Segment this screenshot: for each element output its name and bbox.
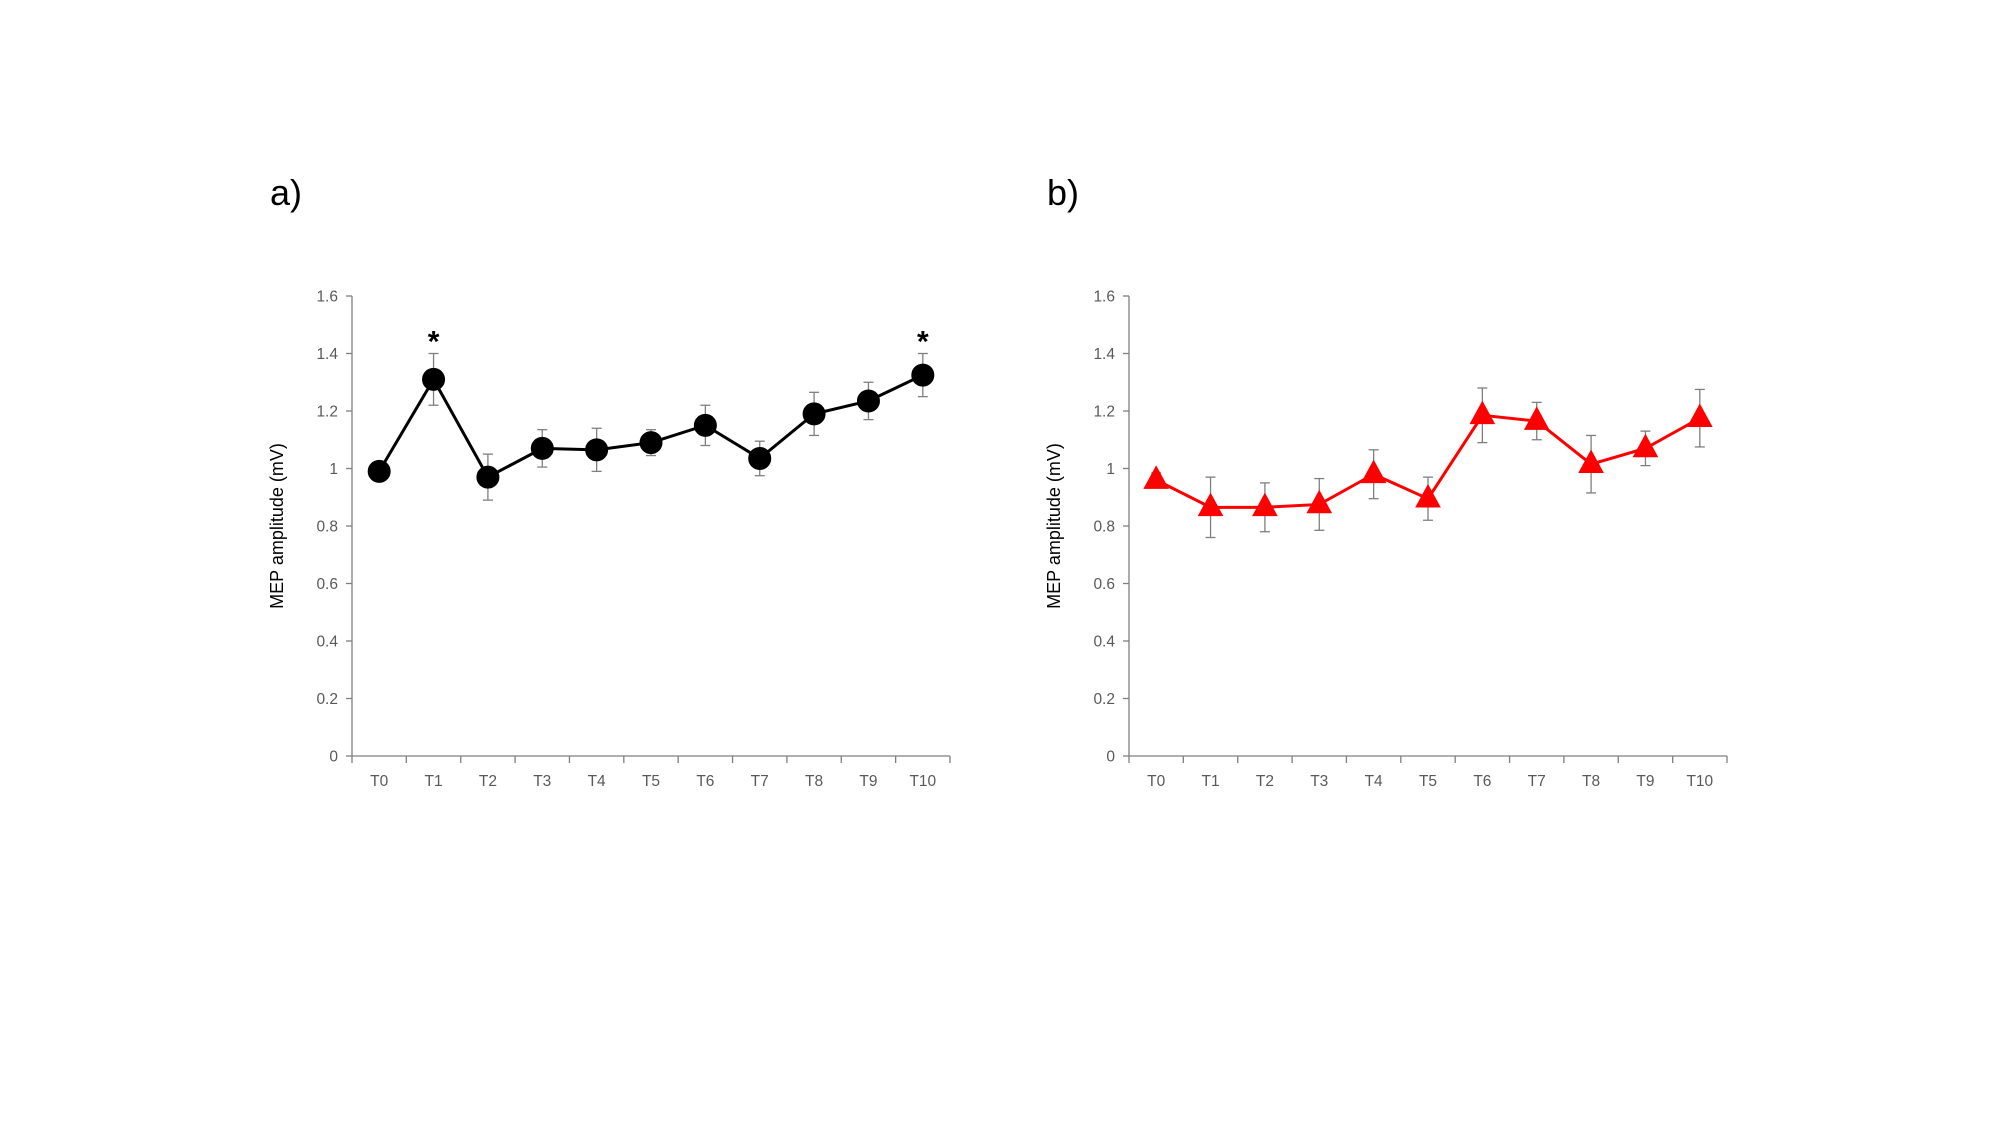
- x-tick-label: T10: [1686, 773, 1713, 790]
- y-tick-label: 0: [329, 749, 338, 766]
- y-tick-label: 1.6: [316, 289, 338, 306]
- x-tick-label: T4: [1365, 773, 1383, 790]
- data-point: [585, 438, 609, 462]
- x-tick-label: T3: [1310, 773, 1328, 790]
- data-point: [1306, 489, 1333, 514]
- data-point: [476, 465, 500, 489]
- x-tick-label: T2: [479, 773, 497, 790]
- x-tick-label: T0: [370, 773, 388, 790]
- y-tick-label: 1: [329, 461, 338, 478]
- data-point: [1469, 400, 1496, 425]
- y-tick-label: 0.6: [1093, 576, 1115, 593]
- data-point: [1578, 449, 1604, 474]
- x-tick-label: T10: [909, 773, 936, 790]
- y-tick-label: 1.4: [316, 346, 338, 363]
- data-point: [1632, 433, 1659, 458]
- data-point: [748, 446, 772, 470]
- data-point: [856, 389, 880, 413]
- data-point: [1686, 403, 1713, 428]
- x-tick-label: T6: [1473, 773, 1491, 790]
- y-tick-label: 1.4: [1093, 346, 1115, 363]
- x-tick-label: T3: [533, 773, 551, 790]
- y-tick-label: 1.2: [316, 404, 338, 421]
- y-tick-label: 0.4: [316, 634, 338, 651]
- panel-label-a: a): [270, 172, 302, 213]
- x-tick-label: T9: [859, 773, 877, 790]
- x-tick-label: T1: [424, 773, 442, 790]
- y-tick-label: 1: [1106, 461, 1115, 478]
- x-tick-label: T7: [1528, 773, 1546, 790]
- y-tick-label: 0.6: [316, 576, 338, 593]
- data-point: [1252, 492, 1278, 517]
- x-tick-label: T0: [1147, 773, 1165, 790]
- y-tick-label: 0: [1106, 749, 1115, 766]
- y-axis-title: MEP amplitude (mV): [1044, 443, 1064, 609]
- x-tick-label: T6: [696, 773, 714, 790]
- x-tick-label: T8: [805, 773, 823, 790]
- data-point: [1360, 459, 1387, 484]
- data-point: [911, 363, 935, 387]
- x-tick-label: T7: [751, 773, 769, 790]
- data-point: [802, 402, 826, 426]
- data-point: [367, 459, 391, 483]
- x-tick-label: T2: [1256, 773, 1274, 790]
- x-tick-label: T4: [588, 773, 606, 790]
- x-tick-label: T9: [1636, 773, 1654, 790]
- data-point: [422, 367, 446, 391]
- significance-marker: *: [917, 326, 929, 359]
- y-tick-label: 0.2: [1093, 691, 1115, 708]
- y-axis-title: MEP amplitude (mV): [267, 443, 287, 609]
- data-point: [1197, 492, 1224, 517]
- y-tick-label: 1.2: [1093, 404, 1115, 421]
- chart-panel-a: a) 0 0.2 0.4 0.6 0.8 1 1.2 1.4 1.6 T0 T1 T2 T3 T4 T5 T6…: [267, 172, 951, 790]
- chart-panel-b: b) 0 0.2 0.4 0.6 0.8 1 1.2 1.4 1.6 T0 T1 T2 T3 T4 T5 T6…: [1044, 172, 1728, 790]
- x-tick-label: T1: [1201, 773, 1219, 790]
- y-tick-label: 1.6: [1093, 289, 1115, 306]
- data-point: [1415, 484, 1441, 508]
- y-tick-label: 0.8: [316, 519, 338, 536]
- data-point: [639, 431, 663, 455]
- significance-marker: *: [428, 326, 440, 359]
- data-point: [1523, 406, 1550, 430]
- data-point: [1143, 465, 1170, 489]
- x-tick-label: T5: [1419, 773, 1437, 790]
- x-tick-label: T8: [1582, 773, 1600, 790]
- data-point: [530, 436, 554, 460]
- y-tick-label: 0.4: [1093, 634, 1115, 651]
- x-tick-label: T5: [642, 773, 660, 790]
- data-point: [693, 413, 717, 437]
- y-tick-label: 0.8: [1093, 519, 1115, 536]
- panel-label-b: b): [1047, 172, 1079, 213]
- y-tick-label: 0.2: [316, 691, 338, 708]
